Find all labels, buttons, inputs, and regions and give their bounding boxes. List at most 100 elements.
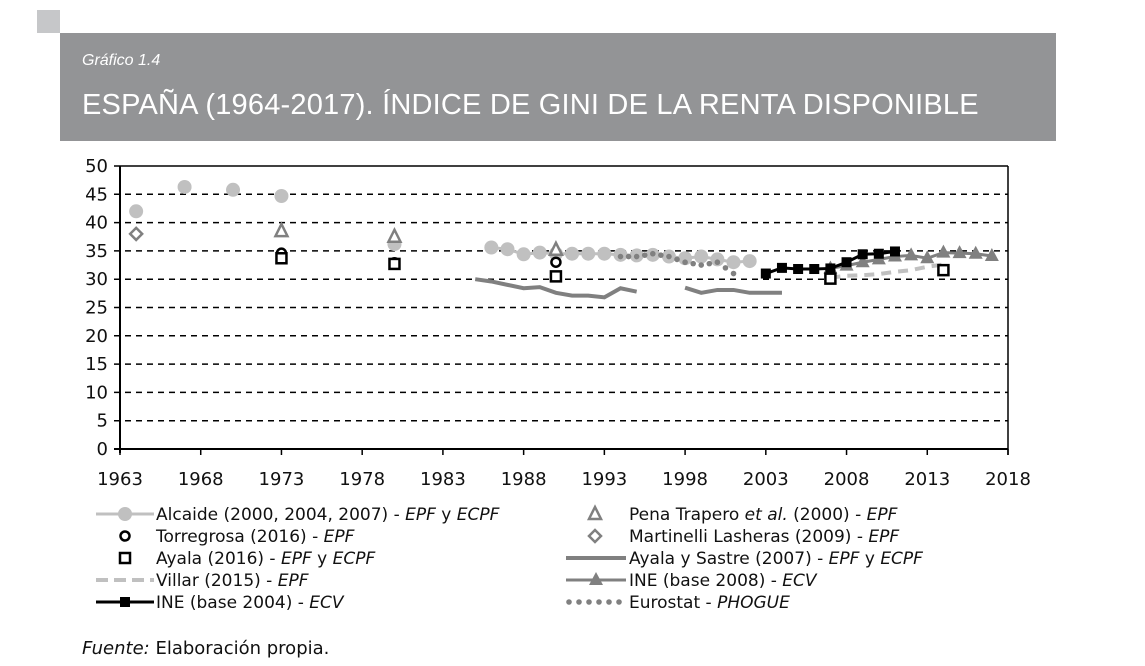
y-tick-label: 35 (85, 241, 108, 262)
dot-marker (706, 260, 713, 267)
series-eurostat (617, 250, 737, 277)
open-square-marker (118, 551, 132, 565)
x-tick-label: 2018 (985, 469, 1031, 490)
dot-marker (606, 599, 612, 605)
series-ine-2004 (760, 246, 900, 279)
open-square-marker (937, 263, 950, 277)
legend-label: Alcaide (2000, 2004, 2007) - EPF y ECPF (156, 505, 500, 525)
series-ayala-sastre (474, 277, 782, 300)
series-pena-trapero (273, 221, 564, 257)
x-tick-label: 2013 (904, 469, 950, 490)
circle-marker (226, 182, 241, 197)
decorative-corner-square (37, 10, 60, 33)
dot-marker (625, 253, 632, 260)
dot-marker (714, 259, 721, 266)
legend: Alcaide (2000, 2004, 2007) - EPF y ECPFT… (96, 504, 923, 613)
circle-marker (484, 240, 499, 255)
legend-label: INE (base 2004) - ECV (156, 593, 345, 613)
dot-marker (730, 270, 737, 277)
y-tick-label: 5 (97, 411, 108, 432)
open-square-marker (388, 257, 401, 271)
source-text: Elaboración propia. (149, 638, 330, 659)
triangle-marker (984, 247, 999, 261)
square-marker (841, 257, 852, 268)
chart-title: ESPAÑA (1964-2017). ÍNDICE DE GINI DE LA… (82, 89, 979, 121)
x-tick-label: 1988 (501, 469, 547, 490)
triangle-marker (855, 254, 870, 268)
legend-label: Villar (2015) - EPF (156, 571, 309, 591)
gridlines: 0 5 10 15 20 25 30 35 40 45 50 (85, 156, 1008, 460)
open-square-marker (275, 252, 288, 265)
square-marker (120, 597, 130, 607)
chart-header: Gráfico 1.4 ESPAÑA (1964-2017). ÍNDICE D… (60, 33, 1056, 141)
x-tick-label: 1993 (581, 469, 627, 490)
square-marker (760, 268, 771, 279)
circle-marker (500, 242, 515, 257)
dot-marker (722, 265, 729, 271)
dot-marker (690, 260, 696, 267)
circle-marker (597, 246, 612, 261)
dot-marker (596, 599, 602, 605)
x-tick-label: 1963 (97, 469, 143, 490)
ayala-sastre-line (684, 285, 782, 295)
x-tick-label: 1998 (662, 469, 708, 490)
y-tick-label: 50 (85, 156, 108, 177)
dot-marker (698, 262, 705, 268)
dot-marker (650, 250, 656, 257)
y-tick-label: 15 (85, 354, 108, 375)
x-tick-label: 2008 (824, 469, 870, 490)
circle-marker (726, 255, 741, 270)
square-marker (873, 248, 884, 259)
dot-marker (641, 252, 648, 258)
circle-marker (581, 246, 596, 261)
y-tick-label: 40 (85, 213, 108, 234)
open-triangle-marker (386, 226, 403, 243)
circle-marker (565, 246, 580, 261)
y-tick-label: 0 (97, 439, 108, 460)
legend-label: Pena Trapero et al. (2000) - EPF (629, 505, 898, 525)
circle-marker (274, 188, 289, 203)
y-tick-label: 30 (85, 269, 108, 290)
y-tick-label: 20 (85, 326, 108, 347)
source-label: Fuente: (82, 638, 150, 659)
dot-marker (658, 252, 664, 258)
y-tick-label: 25 (85, 298, 108, 319)
dot-marker (576, 599, 582, 605)
triangle-marker (904, 247, 919, 261)
open-square-marker (549, 270, 563, 283)
dot-marker (674, 256, 680, 263)
dot-marker (633, 253, 640, 260)
legend-label: Torregrosa (2016) - EPF (155, 527, 355, 547)
triangle-marker (968, 245, 983, 259)
open-triangle-marker (273, 221, 290, 238)
square-marker (825, 263, 836, 274)
triangle-marker (920, 250, 935, 264)
ayala-sastre-line (474, 277, 638, 300)
square-marker (889, 246, 900, 257)
series-ayala-2016 (275, 252, 950, 285)
series-martinelli (128, 226, 144, 242)
open-triangle-marker (586, 504, 604, 521)
source-note: Fuente: Elaboración propia. (82, 638, 329, 659)
square-marker (776, 262, 787, 273)
dot-marker (586, 599, 592, 605)
circle-marker (532, 245, 547, 260)
open-circle-marker (550, 256, 562, 268)
x-tick-label: 1968 (178, 469, 224, 490)
circle-marker (177, 179, 192, 194)
open-circle-marker (119, 530, 131, 542)
dot-marker (617, 253, 624, 260)
square-marker (793, 264, 804, 275)
circle-marker (129, 204, 144, 219)
circle-marker (742, 254, 757, 269)
open-square-marker (824, 272, 837, 285)
circle-marker (516, 247, 531, 262)
y-tick-label: 45 (85, 184, 108, 205)
dot-marker (566, 599, 572, 605)
circle-marker (694, 249, 709, 264)
legend-label: Martinelli Lasheras (2009) - EPF (629, 527, 899, 547)
villar-line (830, 262, 944, 280)
x-tick-label: 1983 (420, 469, 466, 490)
circle-marker (118, 507, 132, 521)
